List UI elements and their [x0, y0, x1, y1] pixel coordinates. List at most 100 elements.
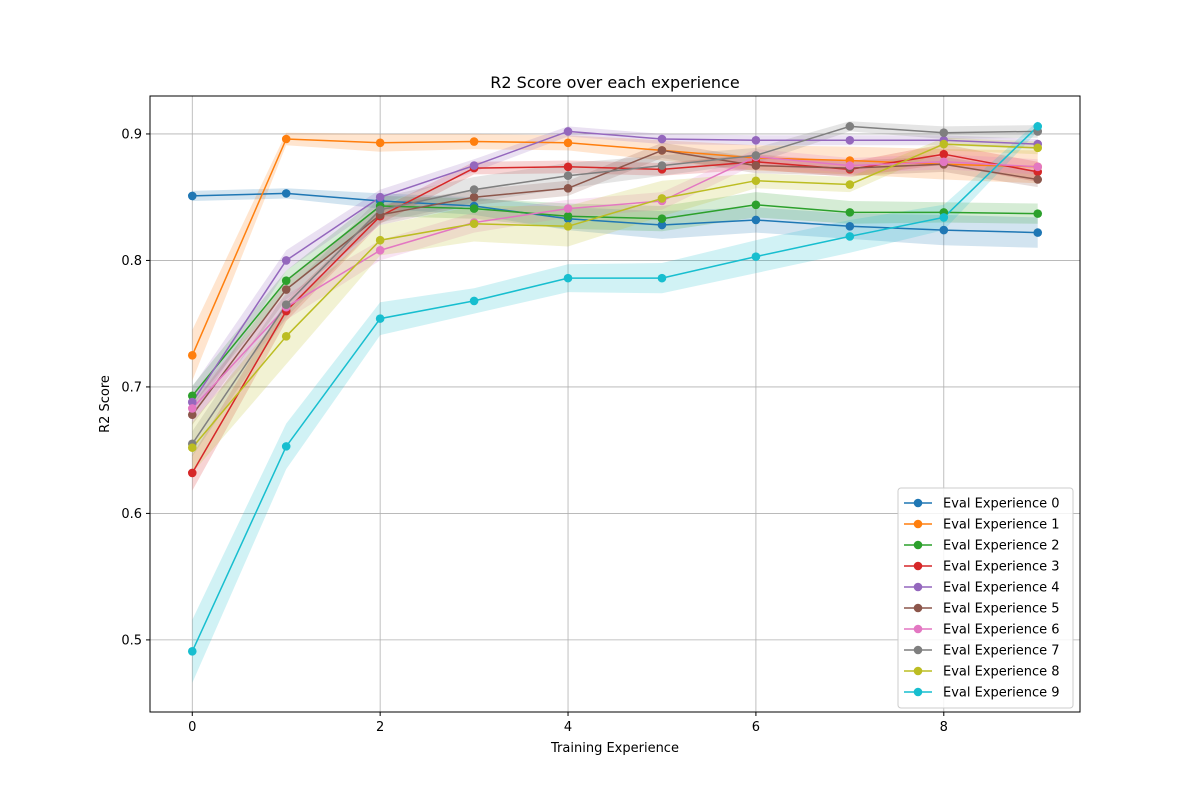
data-point-series-9	[375, 314, 385, 323]
y-tick-label: 0.5	[121, 633, 142, 648]
data-point-series-4	[375, 192, 385, 202]
data-point-series-2	[469, 204, 479, 213]
data-point-series-0	[187, 191, 197, 201]
data-point-series-6	[187, 404, 197, 413]
data-point-series-8	[657, 194, 667, 203]
x-tick-label: 2	[376, 720, 384, 735]
data-point-series-9	[1033, 122, 1043, 131]
data-point-series-2	[1033, 209, 1043, 218]
data-point-series-7	[939, 128, 949, 137]
data-point-series-2	[657, 214, 667, 223]
x-tick-label: 4	[564, 720, 572, 735]
data-point-series-9	[563, 273, 573, 283]
y-tick-label: 0.8	[121, 254, 142, 269]
data-point-series-8	[187, 443, 197, 452]
legend: Eval Experience 0 Eval Experience 1 Eval E…	[897, 487, 1074, 709]
legend-swatch-marker	[913, 498, 923, 508]
data-point-series-1	[187, 351, 197, 360]
data-point-series-7	[751, 151, 761, 160]
series-line-7	[191, 125, 1038, 445]
legend-swatch-marker	[913, 603, 923, 613]
series-band-1	[192, 132, 1038, 381]
data-point-series-3	[563, 162, 573, 172]
data-point-series-5	[657, 146, 667, 155]
legend-entry-label: Eval Experience 0	[943, 497, 1060, 512]
data-point-series-2	[845, 208, 855, 217]
data-point-series-6	[845, 161, 855, 170]
series-line-0	[192, 192, 1038, 234]
data-point-series-6	[563, 204, 573, 213]
data-point-series-1	[563, 138, 573, 148]
legend-swatch-marker	[913, 561, 923, 571]
data-point-series-0	[281, 189, 291, 198]
data-point-series-4	[751, 135, 761, 145]
data-point-series-6	[939, 157, 949, 167]
series-line-8	[191, 143, 1038, 449]
series-line-4	[191, 130, 1038, 403]
data-point-series-0	[939, 225, 949, 235]
legend-entry-label: Eval Experience 9	[943, 686, 1060, 701]
x-tick-label: 6	[752, 720, 760, 735]
series-line-5	[191, 149, 1038, 416]
data-point-series-9	[751, 252, 761, 261]
data-point-series-1	[375, 138, 385, 148]
legend-entry-label: Eval Experience 2	[943, 539, 1060, 554]
data-point-series-5	[1033, 175, 1043, 184]
data-point-series-8	[845, 180, 855, 189]
series-band-5	[192, 142, 1038, 425]
data-point-series-0	[845, 221, 855, 231]
data-point-series-8	[375, 235, 385, 245]
chart-title: R2 Score over each experience	[490, 73, 739, 92]
legend-entry-label: Eval Experience 3	[943, 560, 1060, 575]
data-point-series-8	[1033, 143, 1043, 153]
data-point-series-9	[939, 213, 949, 222]
legend-swatch-marker	[913, 519, 923, 529]
y-tick-label: 0.9	[121, 127, 142, 142]
data-point-series-3	[187, 468, 197, 478]
data-point-series-4	[187, 397, 197, 407]
series-band-6	[192, 149, 1038, 422]
data-point-series-8	[563, 221, 573, 231]
data-point-series-2	[187, 391, 197, 401]
data-point-series-5	[187, 410, 197, 420]
legend-swatch-marker	[913, 624, 923, 634]
legend-swatch-marker	[913, 687, 923, 697]
series-band-2	[192, 192, 1038, 406]
data-point-series-7	[845, 122, 855, 131]
x-tick-label: 0	[188, 720, 196, 735]
data-point-series-2	[563, 211, 573, 221]
data-point-series-9	[187, 646, 197, 656]
data-point-series-2	[281, 276, 291, 285]
series-band-8	[192, 137, 1038, 473]
y-tick-label: 0.7	[121, 380, 142, 395]
legend-entry-label: Eval Experience 1	[943, 518, 1060, 533]
data-point-series-2	[751, 200, 761, 210]
data-point-series-7	[657, 161, 667, 170]
data-point-series-7	[375, 205, 385, 215]
legend-entry-label: Eval Experience 6	[943, 623, 1060, 638]
legend-entry-label: Eval Experience 4	[943, 581, 1060, 596]
series-lines	[191, 125, 1039, 652]
data-point-series-6	[375, 246, 385, 255]
data-point-series-1	[469, 137, 479, 146]
data-point-series-4	[845, 135, 855, 145]
data-point-series-9	[281, 442, 291, 451]
legend-swatch-marker	[913, 666, 923, 676]
data-point-series-7	[281, 300, 291, 310]
data-point-series-1	[281, 134, 291, 144]
data-point-series-9	[469, 296, 479, 306]
x-tick-label: 8	[940, 720, 948, 735]
data-point-series-5	[281, 285, 291, 294]
series-line-2	[191, 204, 1038, 397]
data-point-series-4	[563, 127, 573, 136]
data-point-series-5	[563, 184, 573, 193]
legend-swatch-marker	[913, 540, 923, 550]
data-point-series-8	[751, 176, 761, 186]
series-points	[187, 122, 1043, 656]
y-tick-label: 0.6	[121, 507, 142, 522]
data-point-series-3	[939, 149, 949, 159]
legend-swatch-marker	[913, 645, 923, 655]
legend-entry-label: Eval Experience 7	[943, 644, 1060, 659]
legend-box	[897, 487, 1074, 709]
